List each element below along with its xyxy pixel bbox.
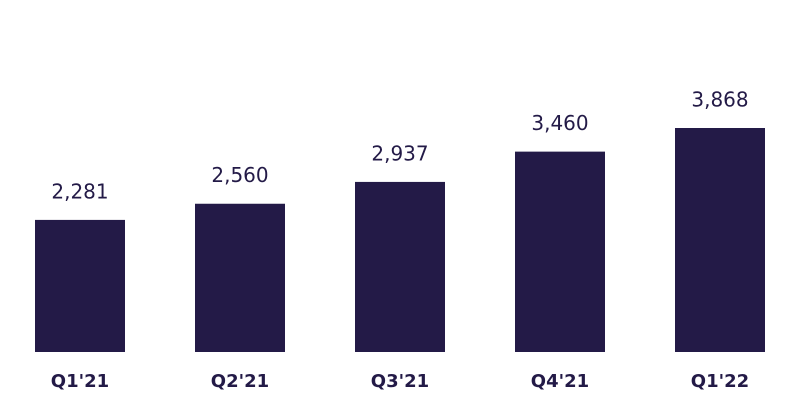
bar — [675, 128, 765, 352]
value-label: 2,937 — [371, 141, 428, 165]
bar — [355, 181, 445, 352]
value-label: 2,281 — [51, 179, 108, 203]
value-label: 3,868 — [691, 88, 748, 112]
x-tick-label: Q1'22 — [691, 371, 749, 392]
bar — [35, 219, 125, 352]
bar — [515, 151, 605, 352]
value-label: 3,460 — [531, 111, 588, 135]
x-tick-label: Q4'21 — [531, 371, 589, 392]
x-tick-label: Q3'21 — [371, 371, 429, 392]
value-label: 2,560 — [211, 163, 268, 187]
bar — [195, 203, 285, 352]
x-tick-label: Q2'21 — [211, 371, 269, 392]
x-tick-label: Q1'21 — [51, 371, 109, 392]
